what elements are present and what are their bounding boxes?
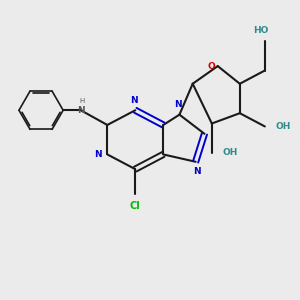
Text: OH: OH	[275, 122, 290, 131]
Text: H: H	[80, 98, 85, 104]
Text: N: N	[77, 106, 85, 115]
Text: HO: HO	[253, 26, 268, 34]
Text: Cl: Cl	[130, 201, 141, 211]
Text: O: O	[207, 61, 215, 70]
Text: N: N	[174, 100, 182, 109]
Text: N: N	[130, 96, 138, 105]
Text: OH: OH	[222, 148, 238, 158]
Text: N: N	[94, 150, 102, 159]
Text: N: N	[193, 167, 201, 176]
